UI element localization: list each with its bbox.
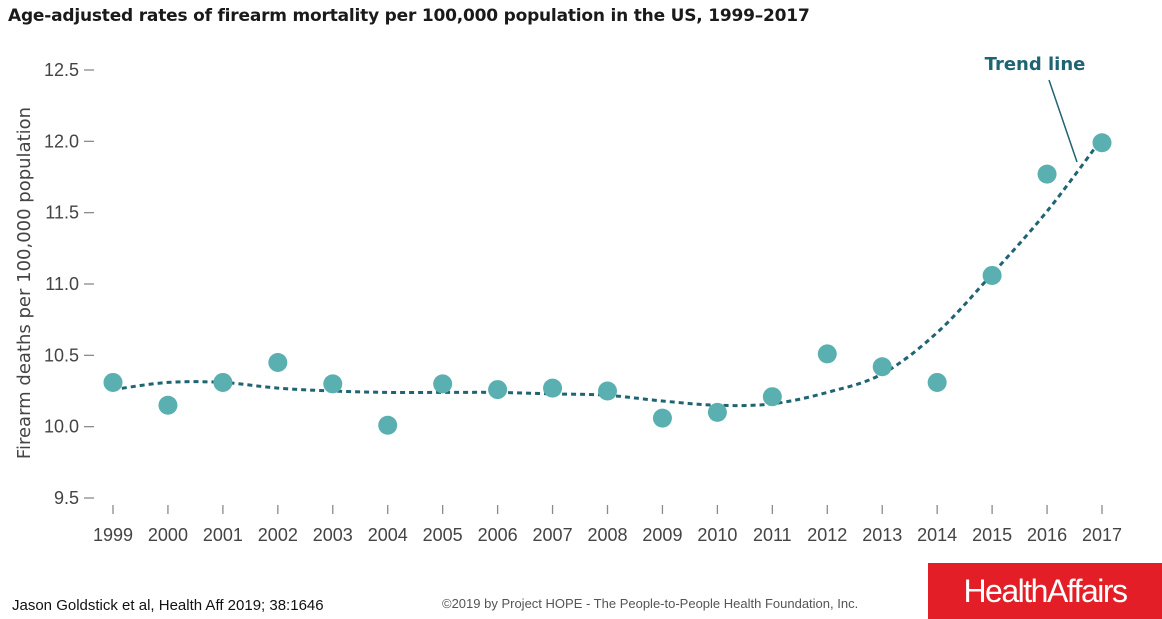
x-tick-label: 2004 <box>368 525 408 545</box>
data-point-2014 <box>927 372 947 392</box>
y-tick-label: 11.5 <box>45 203 79 223</box>
x-tick-label: 2009 <box>642 525 682 545</box>
x-tick-label: 2006 <box>478 525 518 545</box>
x-tick-label: 2010 <box>697 525 737 545</box>
x-tick-label: 2000 <box>148 525 188 545</box>
x-tick-label: 2001 <box>203 525 243 545</box>
x-tick-label: 1999 <box>93 525 133 545</box>
x-tick-label: 2015 <box>972 525 1012 545</box>
health-affairs-logo: HealthAffairs <box>928 563 1162 619</box>
x-tick-label: 2003 <box>313 525 353 545</box>
y-tick-label: 10.5 <box>44 345 79 365</box>
x-tick-label: 2013 <box>862 525 902 545</box>
y-tick-label: 12.0 <box>44 131 79 151</box>
x-tick-label: 2007 <box>533 525 573 545</box>
x-tick-label: 2014 <box>917 525 957 545</box>
data-point-2002 <box>268 352 288 372</box>
x-tick-label: 2011 <box>753 525 792 545</box>
data-point-2004 <box>378 415 398 435</box>
data-points <box>103 133 1112 435</box>
y-tick-label: 12.5 <box>44 60 79 80</box>
data-point-2008 <box>598 381 617 401</box>
x-axis: 1999 2000 2001 2002 2003 2004 2005 2006 2007 2008… <box>93 505 1122 545</box>
data-point-2007 <box>543 378 563 398</box>
x-tick-label: 2002 <box>258 525 298 545</box>
x-tick-label: 2005 <box>423 525 463 545</box>
data-point-2017 <box>1092 133 1112 153</box>
chart-title: Age-adjusted rates of firearm mortality … <box>8 6 810 26</box>
data-point-2001 <box>213 372 233 392</box>
data-point-2012 <box>817 344 837 364</box>
data-point-2013 <box>872 357 892 377</box>
data-point-2011 <box>762 387 782 407</box>
data-point-2003 <box>323 374 343 394</box>
x-tick-label: 2008 <box>587 525 627 545</box>
y-tick-label: 10.0 <box>44 417 79 437</box>
data-point-2016 <box>1037 164 1057 184</box>
trend-line <box>112 137 1104 408</box>
citation: Jason Goldstick et al, Health Aff 2019; … <box>12 597 324 614</box>
data-point-2015 <box>982 265 1002 285</box>
x-tick-label: 2012 <box>807 525 847 545</box>
copyright-notice: ©2019 by Project HOPE - The People-to-Pe… <box>442 596 859 611</box>
x-tick-label: 2017 <box>1082 525 1122 545</box>
data-point-2006 <box>488 380 508 400</box>
data-point-2009 <box>652 408 672 428</box>
y-axis-label: Firearm deaths per 100,000 population <box>14 107 35 459</box>
y-tick-label: 9.5 <box>54 488 79 508</box>
data-point-2010 <box>707 402 727 422</box>
trend-line-label: Trend line <box>985 54 1086 75</box>
trend-line-callout <box>1048 79 1078 163</box>
data-point-2000 <box>158 395 178 415</box>
data-point-2005 <box>433 374 453 394</box>
y-axis: 9.5 10.0 10.5 11.0 11.5 12.0 12.5 <box>44 60 94 508</box>
data-point-1999 <box>103 372 123 392</box>
y-tick-label: 11.0 <box>45 274 79 294</box>
x-tick-label: 2016 <box>1027 525 1067 545</box>
